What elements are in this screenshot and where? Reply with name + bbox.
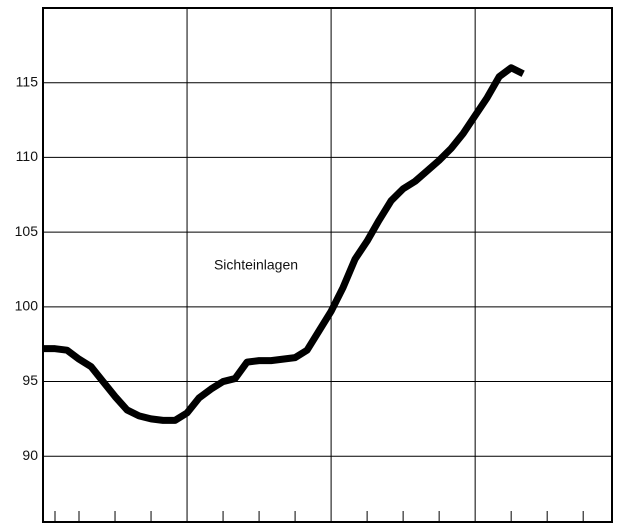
y-tick-label: 95 — [22, 372, 38, 388]
annotation: Sichteinlagen — [214, 257, 298, 273]
y-tick-label: 115 — [16, 73, 39, 89]
y-tick-label: 100 — [15, 298, 39, 314]
y-tick-label: 105 — [15, 223, 39, 239]
y-tick-label: 90 — [22, 447, 38, 463]
data-line — [43, 64, 525, 424]
y-tick-label: 110 — [16, 148, 39, 164]
plot-frame — [42, 7, 613, 523]
